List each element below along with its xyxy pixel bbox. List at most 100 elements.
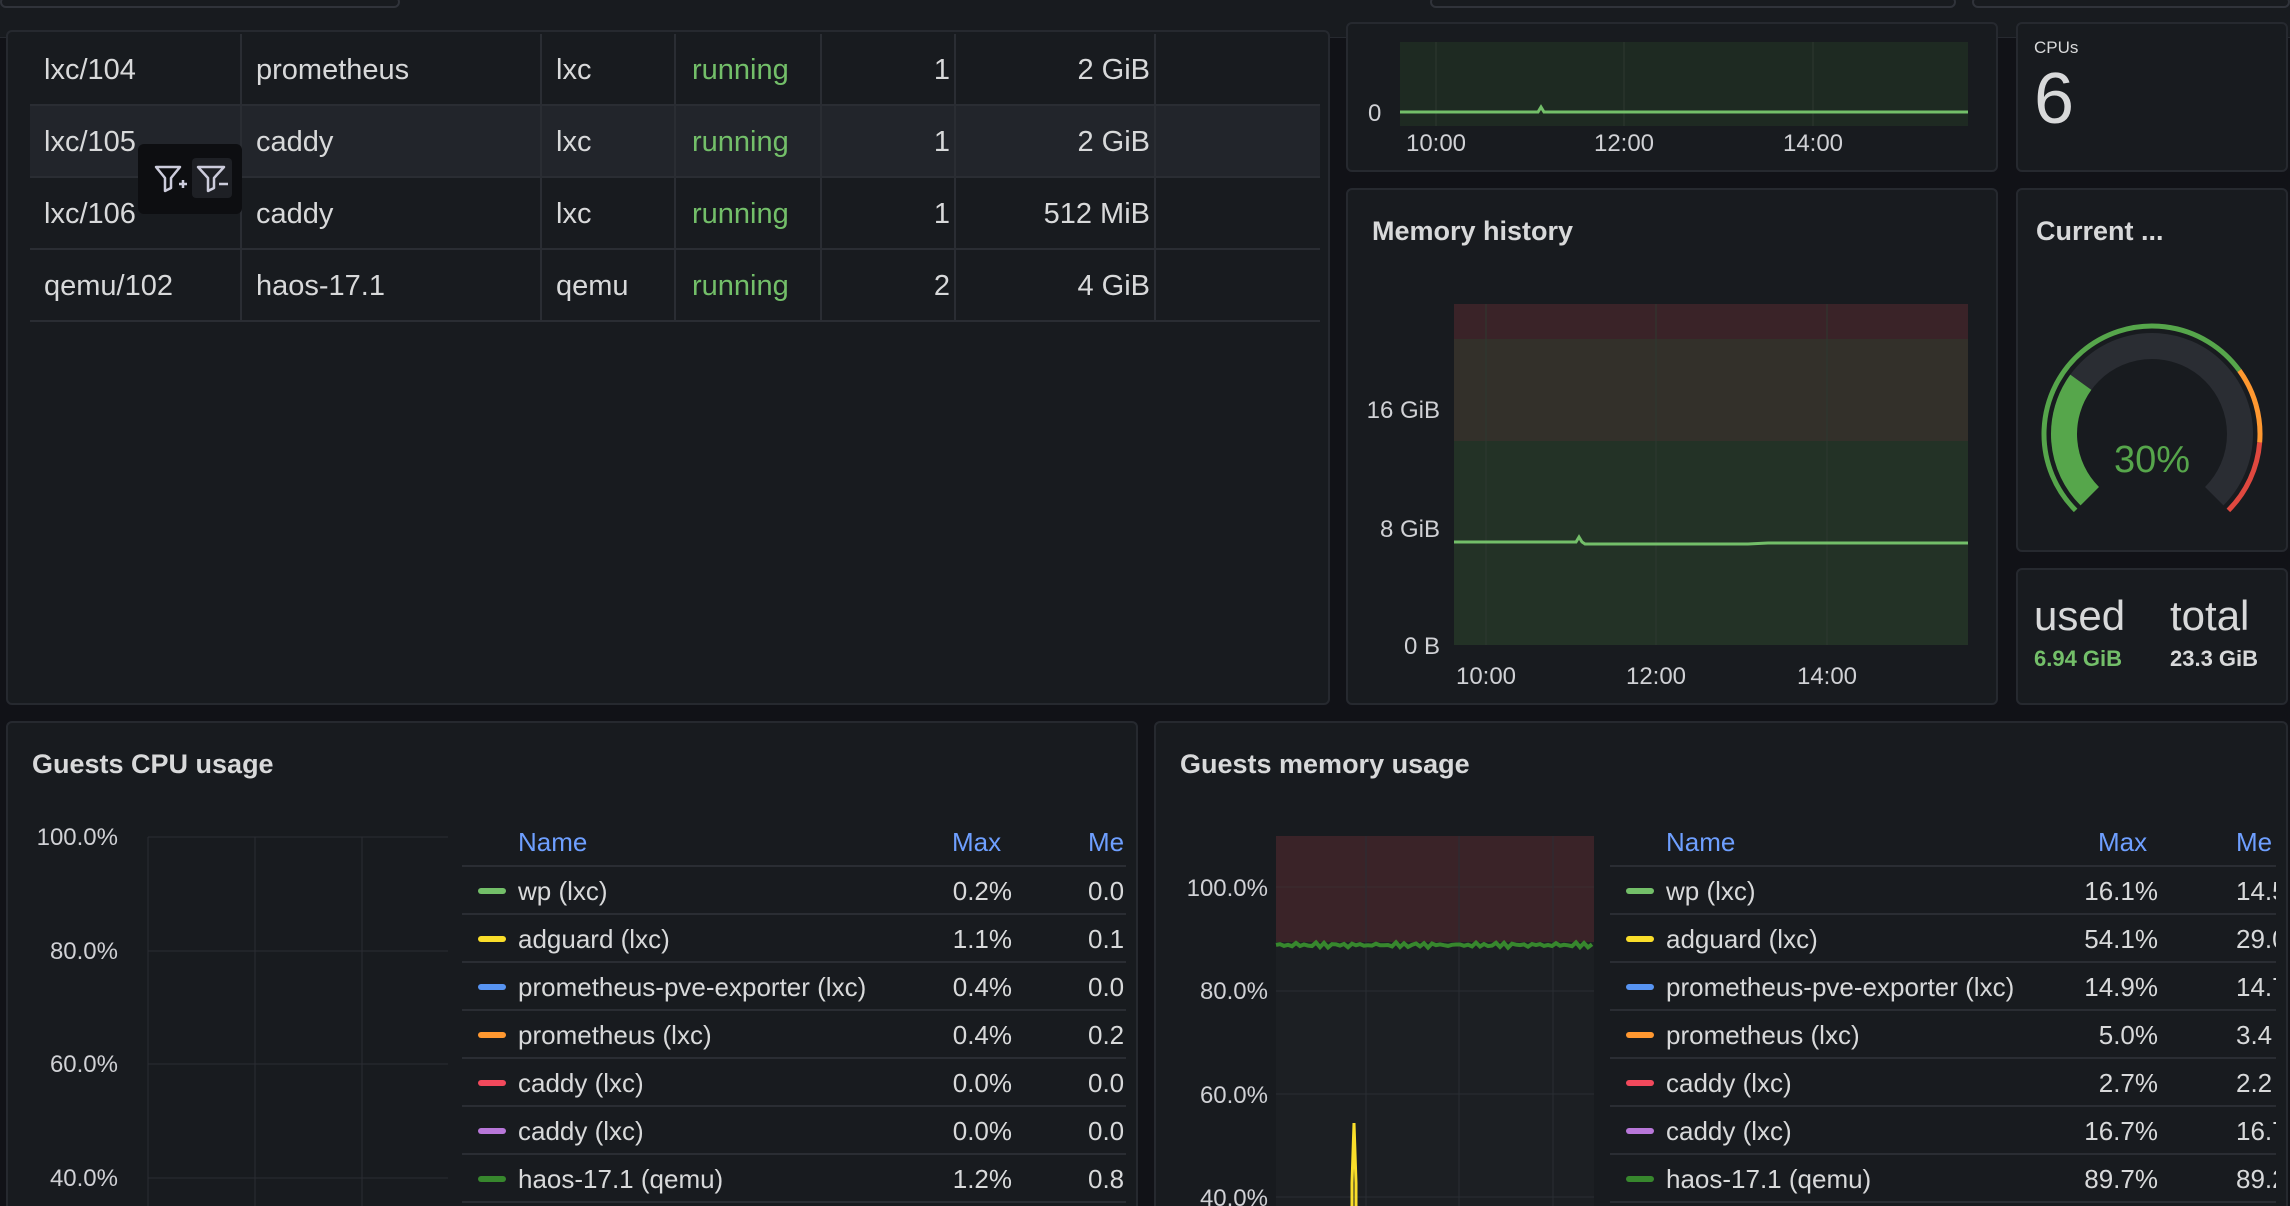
series-color-swatch[interactable]	[1626, 888, 1654, 894]
series-color-swatch[interactable]	[478, 1032, 506, 1038]
legend-row[interactable]: caddy (lxc) 16.7% 16.7	[1610, 1107, 2276, 1155]
legend-mean-value: 14.5	[2236, 876, 2276, 906]
legend-row[interactable]: caddy (lxc) 0.0% 0.0	[462, 1059, 1126, 1107]
legend-row[interactable]: caddy (lxc) 2.7% 2.2	[1610, 1059, 2276, 1107]
legend-series-name: adguard (lxc)	[1666, 924, 1818, 954]
legend-row[interactable]: caddy (lxc) 0.0% 0.0	[462, 1107, 1126, 1155]
x-tick: 12:00	[1594, 130, 1654, 157]
guest-cpus-cell[interactable]: 1	[933, 54, 950, 86]
guest-name-cell[interactable]: prometheus	[256, 54, 410, 86]
legend-row[interactable]: prometheus (lxc) 5.0% 3.4	[1610, 1011, 2276, 1059]
column-divider	[954, 34, 956, 106]
legend-max-value: 0.4%	[952, 972, 1012, 1002]
guest-type-cell[interactable]: lxc	[556, 126, 592, 158]
legend-series-name: haos-17.1 (qemu)	[1666, 1164, 1872, 1194]
legend-header-divider	[1610, 865, 2276, 867]
legend-header-name[interactable]: Name	[518, 827, 588, 857]
guest-memory-cell[interactable]: 2 GiB	[1077, 126, 1150, 158]
guest-type-cell[interactable]: lxc	[556, 198, 592, 230]
series-color-swatch[interactable]	[478, 1080, 506, 1086]
guest-id-cell[interactable]: qemu/102	[44, 270, 173, 302]
series-color-swatch[interactable]	[1626, 1080, 1654, 1086]
guests-cpu-panel: Guests CPU usage 100.0% 80.0% 60.0% 40.0…	[6, 721, 1138, 1206]
legend-series-name: wp (lxc)	[518, 876, 608, 906]
total-value: 23.3 GiB	[2170, 646, 2259, 671]
y-tick: 60.0%	[50, 1051, 118, 1078]
series-color-swatch[interactable]	[1626, 936, 1654, 942]
guest-memory-cell[interactable]: 512 MiB	[1043, 198, 1150, 230]
column-divider	[1154, 34, 1156, 106]
legend-series-name: prometheus-pve-exporter (lxc)	[518, 972, 867, 1002]
y-tick: 8 GiB	[1380, 516, 1440, 543]
time-picker[interactable]	[1430, 0, 1956, 8]
legend-mean-value: 0.1	[1088, 924, 1125, 954]
legend-series-name: caddy (lxc)	[1666, 1116, 1792, 1146]
table-row[interactable]: lxc/104 prometheus lxc running 1 2 GiB	[30, 34, 1320, 106]
memory-gauge: 30%	[2041, 323, 2263, 513]
guest-name-cell[interactable]: caddy	[256, 198, 334, 230]
legend-mean-value: 0.0	[1088, 876, 1125, 906]
panel-title: Guests memory usage	[1180, 749, 1470, 779]
guest-name-cell[interactable]: haos-17.1	[256, 270, 385, 302]
table-row[interactable]: qemu/102 haos-17.1 qemu running 2 4 GiB	[30, 250, 1320, 322]
legend-header-max[interactable]: Max	[2098, 827, 2148, 857]
column-divider	[540, 34, 542, 106]
series-color-swatch[interactable]	[478, 984, 506, 990]
series-color-swatch[interactable]	[478, 1176, 506, 1182]
table-row[interactable]: lxc/106 caddy lxc running 1 512 MiB	[30, 178, 1320, 250]
filter-out-value-icon[interactable]	[192, 158, 232, 198]
y-tick: 40.0%	[1200, 1185, 1268, 1206]
legend-row[interactable]: haos-17.1 (qemu) 1.2% 0.8	[462, 1155, 1126, 1203]
guest-type-cell[interactable]: qemu	[556, 270, 629, 302]
table-row[interactable]: lxc/105 caddy lxc running 1 2 GiB	[30, 106, 1320, 178]
memory-history-chart: 16 GiB 8 GiB 0 B 10:00 12:00 14:00	[1367, 304, 1968, 690]
guest-status-cell[interactable]: running	[692, 126, 789, 158]
legend-row[interactable]: adguard (lxc) 1.1% 0.1	[462, 915, 1126, 963]
series-color-swatch[interactable]	[478, 1128, 506, 1134]
guest-type-cell[interactable]: lxc	[556, 54, 592, 86]
legend-header-name[interactable]: Name	[1666, 827, 1736, 857]
legend-row[interactable]: haos-17.1 (qemu) 89.7% 89.2	[1610, 1155, 2276, 1203]
legend-row[interactable]: prometheus-pve-exporter (lxc) 0.4% 0.0	[462, 963, 1126, 1011]
series-color-swatch[interactable]	[478, 888, 506, 894]
y-tick: 80.0%	[50, 938, 118, 965]
cpus-stat-panel: CPUs 6	[2016, 22, 2288, 172]
legend-series-name: prometheus-pve-exporter (lxc)	[1666, 972, 2015, 1002]
legend-row[interactable]: wp (lxc) 0.2% 0.0	[462, 867, 1126, 915]
legend-max-value: 54.1%	[2084, 924, 2158, 954]
legend-header-max[interactable]: Max	[952, 827, 1002, 857]
series-color-swatch[interactable]	[1626, 1176, 1654, 1182]
current-memory-gauge-panel: Current ... 30%	[2016, 188, 2288, 552]
guest-id-cell[interactable]: lxc/105	[44, 126, 136, 158]
legend-row[interactable]: adguard (lxc) 54.1% 29.0	[1610, 915, 2276, 963]
filter-for-value-icon[interactable]	[150, 158, 190, 198]
guest-cpus-cell[interactable]: 2	[933, 270, 950, 302]
legend-row[interactable]: prometheus (lxc) 0.4% 0.2	[462, 1011, 1126, 1059]
legend-row[interactable]: wp (lxc) 16.1% 14.5	[1610, 867, 2276, 915]
guest-status-cell[interactable]: running	[692, 198, 789, 230]
memory-used-total-panel: used 6.94 GiB total 23.3 GiB	[2016, 568, 2288, 705]
guest-id-cell[interactable]: lxc/104	[44, 54, 136, 86]
guest-status-cell[interactable]: running	[692, 54, 789, 86]
column-divider	[240, 106, 242, 178]
series-color-swatch[interactable]	[1626, 1032, 1654, 1038]
legend-header-mean[interactable]: Me	[2236, 827, 2273, 857]
guest-memory-cell[interactable]: 2 GiB	[1077, 54, 1150, 86]
guest-status-cell[interactable]: running	[692, 270, 789, 302]
series-color-swatch[interactable]	[478, 936, 506, 942]
series-color-swatch[interactable]	[1626, 1128, 1654, 1134]
guest-id-cell[interactable]: lxc/106	[44, 198, 136, 230]
guest-cpus-cell[interactable]: 1	[933, 198, 950, 230]
x-tick: 12:00	[1626, 663, 1686, 690]
series-color-swatch[interactable]	[1626, 984, 1654, 990]
guest-memory-cell[interactable]: 4 GiB	[1077, 270, 1150, 302]
memory-history-panel: Memory history 16 GiB 8 GiB 0 B 10:00 12…	[1346, 188, 1998, 705]
guests-memory-chart: 100.0% 80.0% 60.0% 40.0%	[1187, 836, 1594, 1206]
guests-cpu-chart: 100.0% 80.0% 60.0% 40.0%	[37, 824, 448, 1206]
legend-header-mean[interactable]: Me	[1088, 827, 1125, 857]
variable-selector[interactable]	[0, 0, 400, 8]
legend-row[interactable]: prometheus-pve-exporter (lxc) 14.9% 14.7	[1610, 963, 2276, 1011]
guest-cpus-cell[interactable]: 1	[933, 126, 950, 158]
refresh-picker[interactable]	[1972, 0, 2290, 8]
guest-name-cell[interactable]: caddy	[256, 126, 334, 158]
